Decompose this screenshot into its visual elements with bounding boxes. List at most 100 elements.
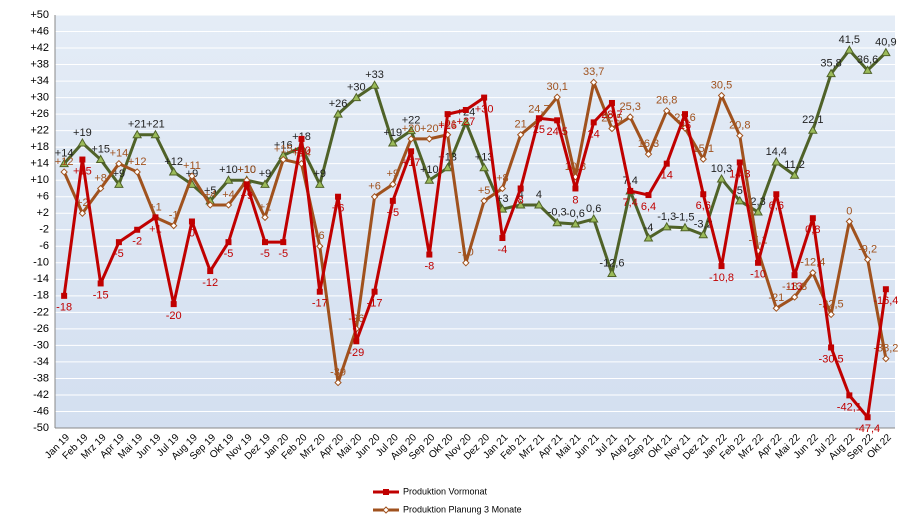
point-marker <box>753 206 763 216</box>
point-marker <box>572 185 579 192</box>
point-marker <box>807 125 818 134</box>
point-marker <box>207 268 214 275</box>
point-marker <box>353 338 360 345</box>
data-label: +11 <box>183 160 201 172</box>
point-marker <box>497 204 508 213</box>
data-label: -10 <box>458 247 474 259</box>
data-label: -12 <box>202 277 218 289</box>
point-marker <box>316 242 324 250</box>
data-label: 36,6 <box>857 54 878 66</box>
point-marker <box>461 117 471 126</box>
data-label: -1 <box>169 210 179 222</box>
data-label: 14,4 <box>766 146 787 158</box>
point-marker <box>169 221 178 230</box>
point-marker <box>462 259 470 267</box>
data-label: +14 <box>110 148 129 160</box>
data-label: +10 <box>219 164 238 176</box>
data-label: -18 <box>56 302 72 314</box>
point-marker <box>643 233 654 242</box>
data-label: +20 <box>420 123 439 135</box>
point-marker <box>206 201 214 209</box>
point-marker <box>772 304 781 312</box>
data-label: -17 <box>367 298 383 310</box>
data-label: +13 <box>475 152 494 164</box>
data-label: +3 <box>496 193 509 205</box>
data-label: -10,8 <box>709 272 734 284</box>
point-marker <box>498 184 507 193</box>
data-label: 30,1 <box>546 81 567 93</box>
data-label: -39 <box>330 366 346 378</box>
data-label: +14 <box>292 148 311 160</box>
data-label: +1 <box>149 223 162 235</box>
y-tick-label: -30 <box>33 339 49 351</box>
point-marker <box>645 192 652 199</box>
point-marker <box>515 199 526 209</box>
data-label: -8 <box>424 260 434 272</box>
data-label: +4 <box>222 189 235 201</box>
point-marker <box>552 217 563 227</box>
point-marker <box>77 138 88 147</box>
point-marker <box>262 239 268 246</box>
point-marker <box>626 113 634 121</box>
point-marker <box>790 293 799 301</box>
point-marker <box>279 155 287 164</box>
data-label: +21 <box>128 119 147 131</box>
y-tick-label: -34 <box>33 356 49 368</box>
y-tick-label: +50 <box>30 9 49 21</box>
data-label: -5 <box>224 248 234 260</box>
data-label: +12 <box>128 156 147 168</box>
point-marker <box>845 217 854 226</box>
data-label: 25,3 <box>620 101 641 113</box>
data-label: -21 <box>768 292 784 304</box>
data-label: +14 <box>55 148 74 160</box>
point-marker <box>351 92 362 102</box>
data-label: +19 <box>383 127 402 139</box>
point-marker <box>809 215 816 222</box>
data-label: -29 <box>348 347 364 359</box>
y-tick-label: +30 <box>30 92 49 104</box>
data-label: 8 <box>572 194 578 206</box>
point-marker <box>682 111 688 118</box>
y-tick-label: -10 <box>33 257 49 269</box>
data-label: 11,2 <box>784 159 805 171</box>
data-label: +20 <box>402 123 421 135</box>
data-label: -20 <box>166 310 182 322</box>
data-label: -1,5 <box>676 212 695 224</box>
data-label: 10,3 <box>711 163 732 175</box>
data-label: -9,2 <box>858 243 877 255</box>
y-tick-label: -14 <box>33 273 49 285</box>
y-tick-label: +38 <box>30 58 49 70</box>
data-label: 26 <box>679 120 691 132</box>
point-marker <box>261 213 269 222</box>
data-label: -18,3 <box>782 281 807 293</box>
point-marker <box>718 263 725 270</box>
point-marker <box>644 150 653 158</box>
point-marker <box>608 99 615 106</box>
data-label: 24,5 <box>546 126 567 138</box>
data-label: 6,6 <box>696 200 711 212</box>
point-marker <box>370 193 379 201</box>
point-marker <box>444 111 451 118</box>
point-marker <box>426 251 433 258</box>
point-marker <box>607 268 617 278</box>
point-marker <box>188 218 195 225</box>
data-label: -0,3 <box>548 207 567 219</box>
point-marker <box>698 229 709 239</box>
data-label: -47,4 <box>855 423 880 435</box>
point-marker <box>589 78 598 87</box>
data-label: 30,5 <box>711 79 732 91</box>
point-marker <box>442 162 453 172</box>
data-label: +26 <box>438 120 457 132</box>
point-marker <box>534 199 544 209</box>
point-marker <box>382 506 390 514</box>
point-marker <box>114 179 124 188</box>
point-marker <box>570 218 581 228</box>
point-marker <box>150 129 161 139</box>
data-label: -0,6 <box>566 208 585 220</box>
point-marker <box>425 135 434 143</box>
point-marker <box>224 201 233 209</box>
data-label: -3,2 <box>694 219 713 231</box>
point-marker <box>60 168 68 176</box>
point-marker <box>517 185 524 192</box>
point-marker <box>225 239 232 246</box>
